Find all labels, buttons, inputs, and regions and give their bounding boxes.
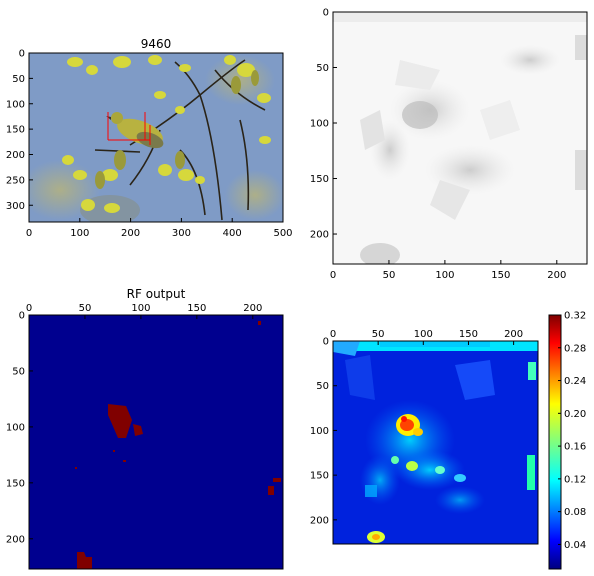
rf-output-map [29, 315, 283, 569]
x-tick-label: 200 [504, 329, 523, 340]
y-tick-label: 150 [310, 174, 329, 185]
x-tick-label: 100 [70, 228, 89, 239]
y-tick-label: 200 [6, 150, 25, 161]
x-tick-label: 300 [172, 228, 191, 239]
y-tick-label: 0 [19, 311, 25, 322]
y-tick-label: 50 [316, 63, 329, 74]
rf-output-panel: RF output 0 50 100 150 200 0 50 100 150 200 [6, 287, 284, 570]
heatmap [333, 341, 538, 544]
y-tick-label: 300 [6, 201, 25, 212]
y-tick-label: 100 [6, 422, 25, 433]
x-tick-label: 50 [372, 329, 385, 340]
x-tick-label: 50 [79, 303, 92, 314]
x-tick-label: 100 [414, 329, 433, 340]
colorbar-tick-label: 0.28 [564, 343, 586, 354]
heatmap-panel: 0 50 100 150 200 0 50 100 150 200 0.04 0.08 0.12 0.1… [310, 311, 586, 570]
x-tick-label: 50 [383, 270, 396, 281]
colorbar-tick-label: 0.12 [564, 474, 586, 485]
y-tick-label: 200 [6, 534, 25, 545]
y-tick-label: 150 [310, 471, 329, 482]
x-tick-label: 150 [187, 303, 206, 314]
x-tick-label: 200 [243, 303, 262, 314]
y-tick-label: 100 [310, 426, 329, 437]
bird-photo [29, 53, 283, 222]
grayscale-map-panel: 0 50 100 150 200 0 50 100 150 200 [310, 8, 588, 281]
x-tick-label: 0 [26, 303, 32, 314]
y-tick-label: 200 [310, 515, 329, 526]
colorbar-tick-label: 0.32 [564, 311, 586, 322]
x-tick-label: 150 [459, 329, 478, 340]
y-tick-label: 100 [6, 99, 25, 110]
colorbar-tick-label: 0.04 [564, 540, 586, 551]
x-tick-label: 400 [223, 228, 242, 239]
x-tick-label: 200 [121, 228, 140, 239]
y-tick-label: 250 [6, 175, 25, 186]
colorbar-tick-label: 0.08 [564, 507, 586, 518]
x-tick-label: 0 [330, 270, 336, 281]
y-tick-label: 150 [6, 125, 25, 136]
y-tick-label: 50 [316, 381, 329, 392]
x-tick-label: 100 [435, 270, 454, 281]
x-tick-label: 200 [547, 270, 566, 281]
rf-output-title: RF output [127, 287, 186, 301]
x-tick-label: 500 [273, 228, 292, 239]
y-tick-label: 150 [6, 478, 25, 489]
photo-title: 9460 [141, 37, 172, 51]
colorbar-tick-label: 0.20 [564, 409, 586, 420]
y-tick-label: 50 [12, 366, 25, 377]
colorbar-tick-label: 0.24 [564, 376, 586, 387]
x-tick-label: 0 [330, 329, 336, 340]
grayscale-map [333, 12, 587, 264]
x-tick-label: 0 [26, 228, 32, 239]
colorbar: 0.04 0.08 0.12 0.16 0.20 0.24 0.28 0.32 [548, 311, 586, 570]
photo-panel: 9460 [6, 37, 293, 239]
x-tick-label: 100 [131, 303, 150, 314]
x-tick-label: 150 [491, 270, 510, 281]
y-tick-label: 0 [19, 49, 25, 60]
y-tick-label: 100 [310, 119, 329, 130]
colorbar-tick-label: 0.16 [564, 442, 586, 453]
y-tick-label: 50 [12, 74, 25, 85]
y-tick-label: 200 [310, 230, 329, 241]
y-tick-label: 0 [323, 337, 329, 348]
y-tick-label: 0 [323, 8, 329, 19]
